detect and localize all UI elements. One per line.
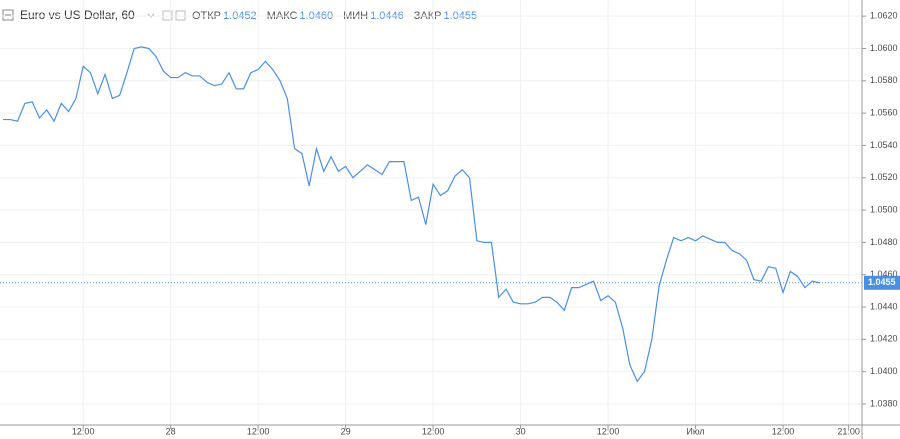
dropdown-icon[interactable] [147, 13, 155, 18]
y-tick-label: 1.0600 [870, 43, 898, 53]
x-tick-label: 12:00 [597, 426, 620, 436]
x-tick-label: 21:00 [837, 426, 860, 436]
x-tick-label: 12:00 [247, 426, 270, 436]
x-tick-label: 28 [166, 426, 176, 436]
price-line [3, 46, 820, 383]
last-price-box [864, 275, 900, 290]
settings-icon[interactable] [162, 10, 173, 21]
x-tick-label: Июл [686, 426, 704, 436]
x-tick-label: 12:00 [72, 426, 95, 436]
y-tick-label: 1.0440 [870, 301, 898, 311]
x-tick-label: 30 [516, 426, 526, 436]
y-tick-label: 1.0380 [870, 398, 898, 408]
y-tick-label: 1.0460 [870, 269, 898, 279]
y-tick-label: 1.0540 [870, 140, 898, 150]
y-tick-label: 1.0560 [870, 107, 898, 117]
chart-title: Euro vs US Dollar, 60 [20, 8, 135, 22]
last-price-label: 1.0455 [868, 277, 896, 287]
x-tick-label: 12:00 [422, 426, 445, 436]
y-tick-label: 1.0520 [870, 172, 898, 182]
y-tick-label: 1.0500 [870, 204, 898, 214]
x-tick-label: 29 [341, 426, 351, 436]
y-tick-label: 1.0400 [870, 366, 898, 376]
y-tick-label: 1.0480 [870, 237, 898, 247]
collapse-icon[interactable] [2, 9, 14, 21]
y-tick-label: 1.0580 [870, 75, 898, 85]
hide-icon[interactable] [175, 10, 186, 21]
y-tick-label: 1.0620 [870, 11, 898, 21]
y-tick-label: 1.0420 [870, 334, 898, 344]
x-tick-label: 12:00 [772, 426, 795, 436]
